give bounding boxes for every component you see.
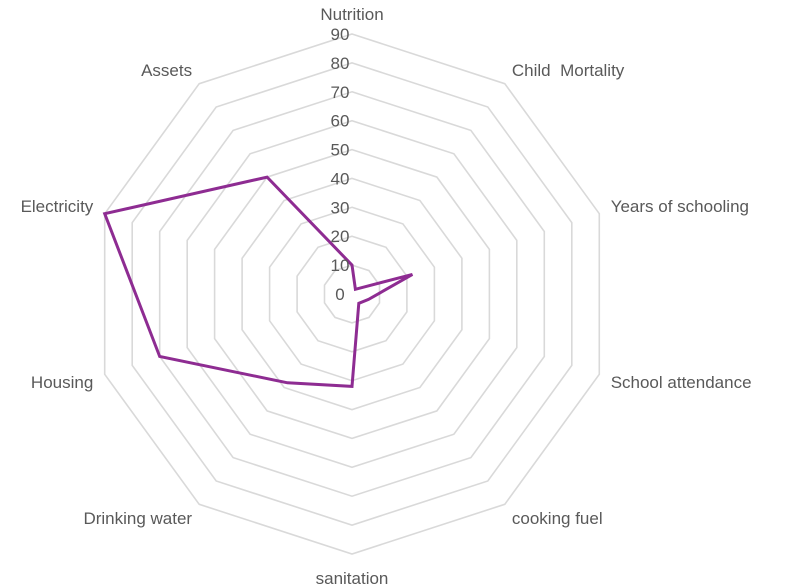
tick-label-10: 10 [331,256,350,275]
grid-ring-50 [213,148,491,440]
category-label-9: Assets [141,61,192,80]
grid-ring-90 [103,33,601,555]
tick-label-0: 0 [335,285,344,304]
category-label-8: Electricity [21,197,94,216]
radar-category-labels: Nutrition Child Mortality Years of schooli… [21,5,752,586]
category-label-4: cooking fuel [512,509,603,528]
category-label-7: Housing [31,373,93,392]
category-label-2: Years of schooling [611,197,749,216]
tick-label-90: 90 [331,25,350,44]
category-label-1: Child Mortality [512,61,625,80]
radar-series [102,175,414,388]
tick-label-70: 70 [331,83,350,102]
category-label-0: Nutrition [320,5,383,24]
tick-label-80: 80 [331,54,350,73]
category-label-6: Drinking water [83,509,192,528]
tick-label-20: 20 [331,227,350,246]
grid-ring-40 [241,177,463,411]
category-label-3: School attendance [611,373,752,392]
grid-ring-30 [268,206,436,382]
grid-ring-70 [158,90,546,498]
category-label-5: sanitation [316,569,389,586]
series-line-0 [102,175,414,388]
tick-label-30: 30 [331,198,350,217]
grid-ring-80 [131,62,573,526]
grid-ring-60 [186,119,518,469]
tick-label-50: 50 [331,141,350,160]
tick-label-40: 40 [331,169,350,188]
tick-label-60: 60 [331,112,350,131]
radar-tick-labels: 0 10 20 30 40 50 60 70 80 90 [331,25,350,304]
grid-ring-20 [296,235,408,353]
grid-ring-10 [323,264,381,324]
radar-grid [103,33,601,555]
